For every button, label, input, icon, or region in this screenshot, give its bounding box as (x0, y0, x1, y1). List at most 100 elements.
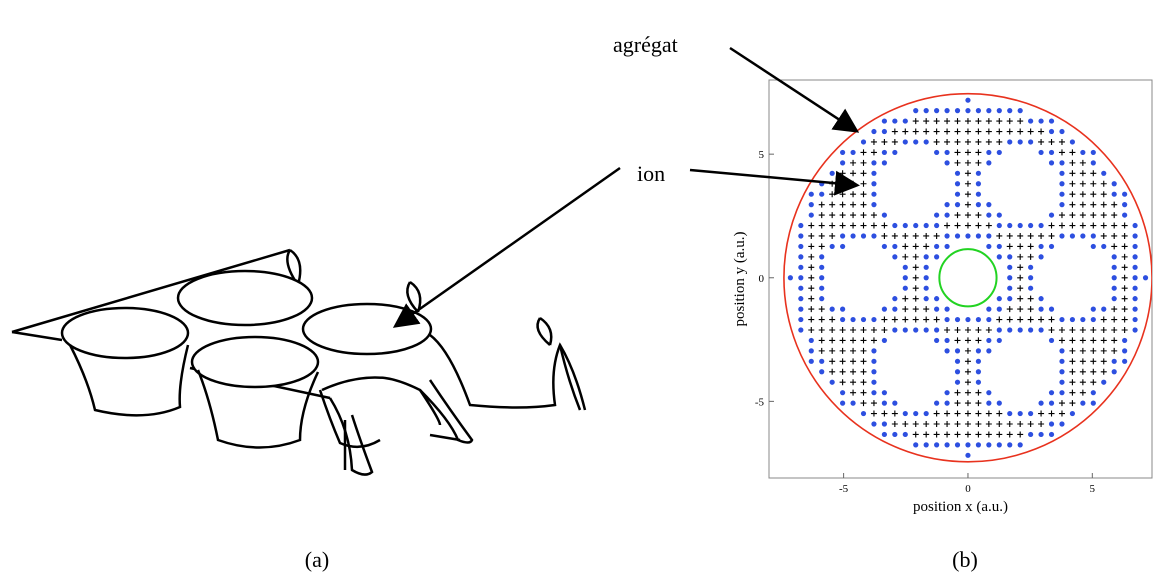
site-dot (1101, 379, 1107, 385)
site-dot (1038, 327, 1044, 333)
site-dot (1111, 296, 1117, 302)
site-dot (798, 285, 804, 291)
site-plus (1006, 243, 1013, 250)
site-dot (1038, 296, 1044, 302)
site-plus (818, 212, 825, 219)
site-dot (1059, 128, 1065, 135)
site-plus (1017, 274, 1024, 281)
site-dot (1038, 243, 1044, 250)
site-dot (1059, 421, 1065, 427)
site-plus (975, 431, 982, 438)
site-dot (1028, 327, 1034, 333)
site-dot (819, 191, 825, 197)
site-dot (1132, 285, 1138, 291)
annotation-aggregate: agrégat (613, 32, 678, 57)
site-plus (829, 368, 836, 375)
site-dot (1111, 275, 1117, 281)
site-plus (1079, 170, 1086, 177)
site-plus (933, 316, 940, 323)
site-dot (850, 400, 856, 406)
site-plus (996, 410, 1003, 417)
site-plus (891, 138, 898, 145)
site-plus (902, 253, 909, 260)
site-dot (913, 108, 919, 114)
site-plus (860, 222, 867, 229)
site-plus (964, 149, 971, 156)
site-plus (1079, 191, 1086, 198)
site-plus (902, 128, 909, 135)
site-dot (1090, 160, 1096, 166)
site-dot (798, 327, 804, 333)
site-dot (996, 254, 1002, 260)
site-plus (860, 326, 867, 333)
site-plus (1006, 431, 1013, 438)
site-plus (1111, 212, 1118, 219)
site-plus (1017, 295, 1024, 302)
site-dot (934, 337, 940, 344)
site-dot (1007, 275, 1013, 281)
site-dot (871, 316, 877, 323)
site-dot (892, 306, 898, 312)
site-dot (975, 379, 982, 385)
site-dot (1007, 139, 1013, 145)
site-plus (1100, 337, 1107, 344)
site-plus (985, 128, 992, 135)
site-plus (1017, 306, 1024, 313)
site-dot (840, 306, 846, 312)
site-plus (881, 222, 888, 229)
site-dot (996, 337, 1002, 344)
site-dot (975, 191, 982, 197)
site-plus (808, 295, 815, 302)
site-dot (1007, 222, 1013, 229)
site-dot (923, 410, 929, 417)
site-plus (1111, 347, 1118, 354)
site-plus (850, 212, 857, 219)
site-dot (881, 421, 887, 427)
site-plus (850, 170, 857, 177)
site-plus (1100, 232, 1107, 239)
site-dot (1059, 358, 1065, 364)
site-dot (934, 400, 940, 406)
site-dot (923, 327, 929, 333)
site-dot (944, 306, 950, 312)
site-dot (1038, 118, 1044, 124)
site-plus (808, 222, 815, 229)
site-plus (975, 222, 982, 229)
site-plus (891, 316, 898, 323)
site-dot (819, 264, 825, 270)
site-plus (1079, 212, 1086, 219)
site-dot (902, 222, 908, 229)
site-plus (1058, 149, 1065, 156)
site-dot (1132, 327, 1138, 333)
site-dot (840, 243, 846, 250)
site-plus (944, 431, 951, 438)
site-dot (1090, 233, 1096, 239)
site-plus (1111, 201, 1118, 208)
site-plus (850, 337, 857, 344)
site-plus (839, 337, 846, 344)
site-plus (1058, 400, 1065, 407)
site-plus (996, 431, 1003, 438)
site-dot (1017, 139, 1023, 145)
site-plus (1121, 316, 1128, 323)
site-plus (808, 326, 815, 333)
site-dot (934, 296, 940, 302)
site-dot (934, 108, 940, 114)
site-dot (892, 243, 898, 250)
site-dot (902, 327, 908, 333)
site-plus (933, 421, 940, 427)
y-tick-label: -5 (755, 396, 765, 408)
site-plus (818, 232, 825, 239)
site-plus (975, 212, 982, 219)
site-dot (840, 233, 846, 239)
site-plus (1090, 358, 1097, 365)
site-plus (1027, 295, 1034, 302)
y-tick-label: 5 (759, 149, 765, 161)
site-plus (1111, 316, 1118, 323)
site-dot (798, 222, 804, 229)
site-dot (996, 212, 1002, 218)
site-plus (964, 222, 971, 229)
site-dot (892, 400, 898, 406)
site-dot (892, 431, 898, 438)
site-plus (1079, 180, 1086, 187)
